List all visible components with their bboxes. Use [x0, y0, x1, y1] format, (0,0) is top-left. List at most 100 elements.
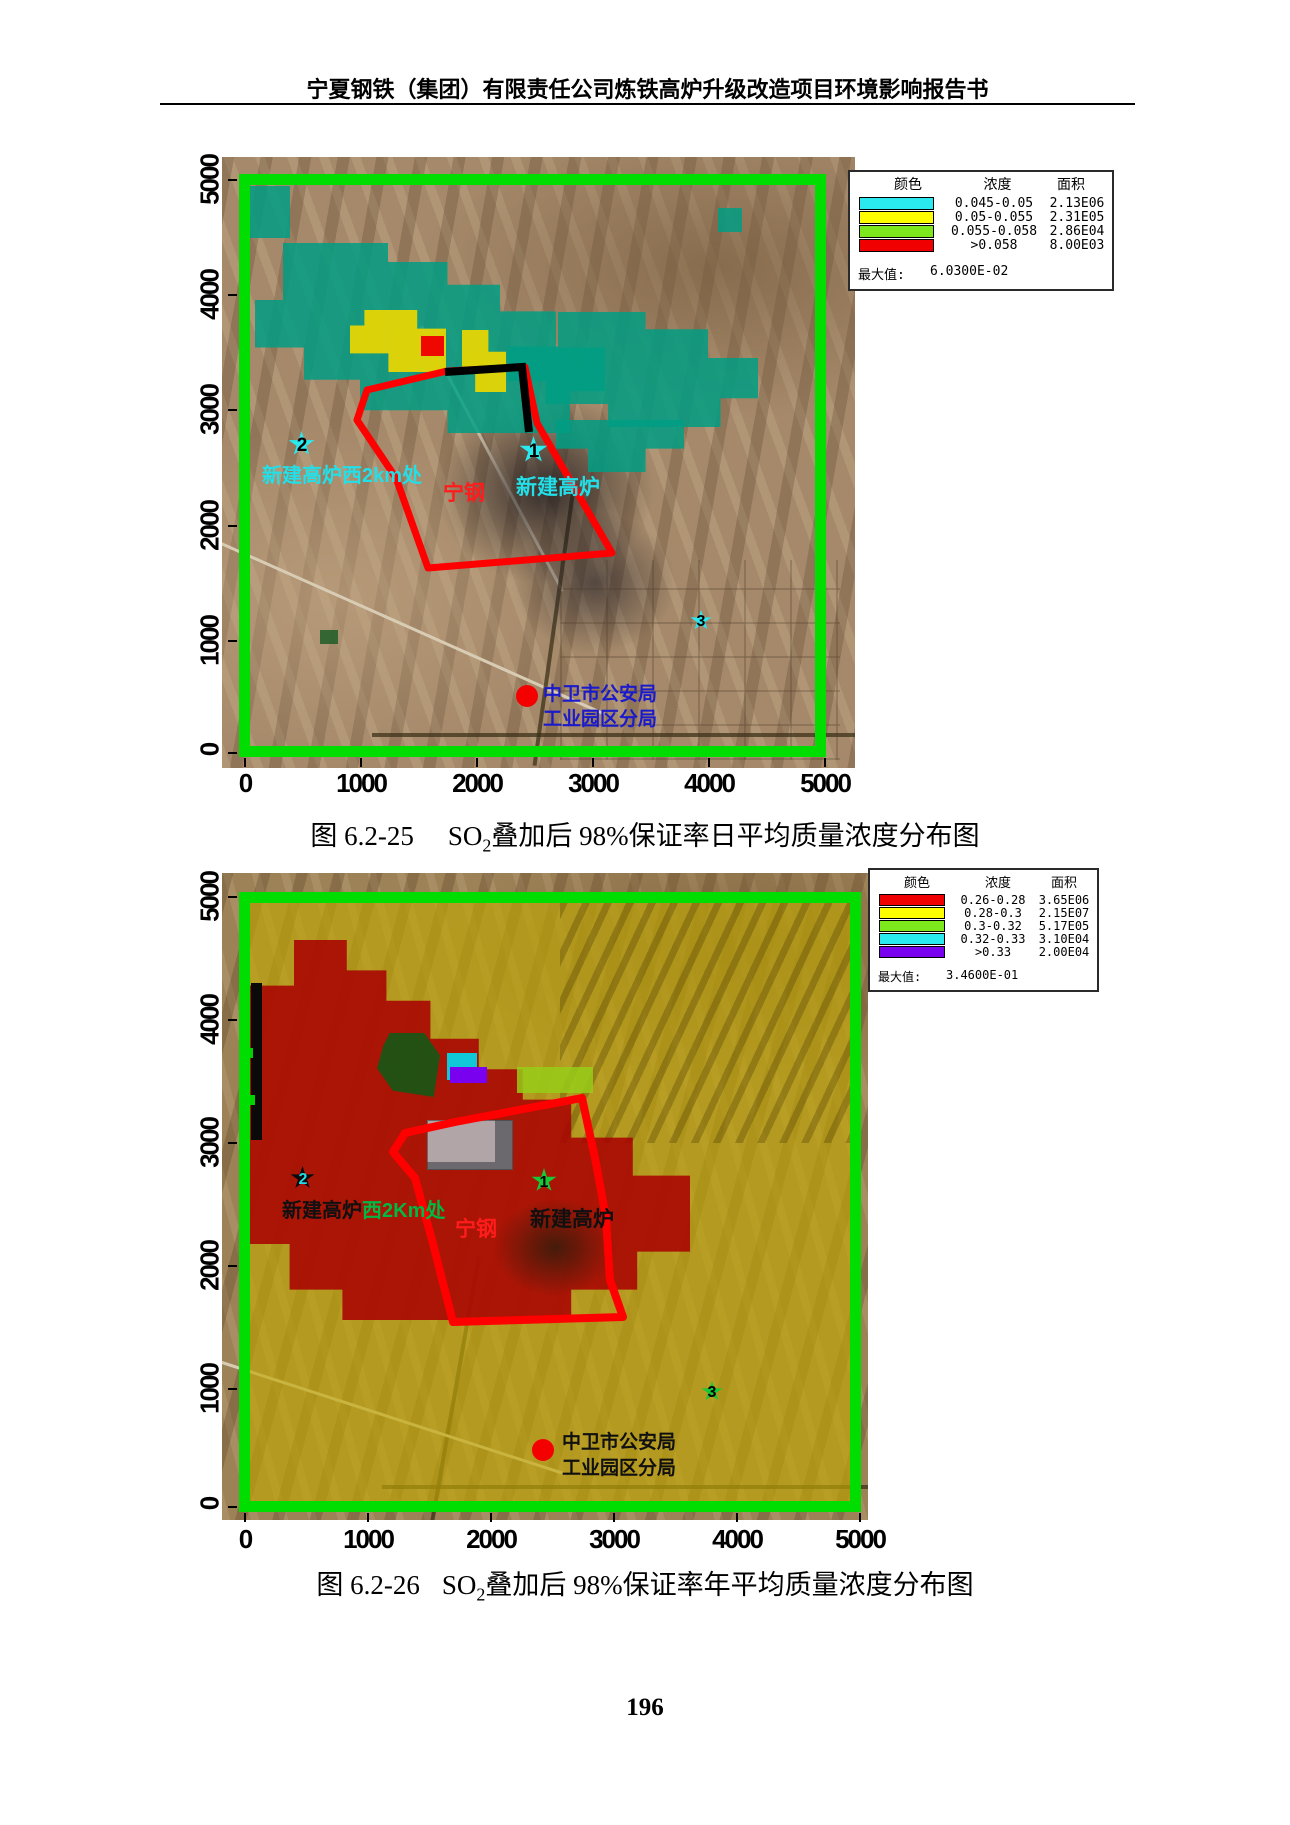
legend-header-area: 面积 [1057, 177, 1085, 193]
fig2-label-west-part2: 西2Km处 [362, 1200, 446, 1222]
fig2-y-tick-label: 1000 [194, 1364, 225, 1414]
fig2-x-tick-label: 3000 [589, 1524, 641, 1554]
fig1-x-tick-label: 4000 [684, 768, 736, 798]
y-tick [228, 1265, 237, 1267]
legend-area-value: 2.86E04 [1049, 224, 1105, 239]
fig1-field-grid-texture [560, 560, 840, 760]
legend-area-value: 8.00E03 [1049, 238, 1105, 253]
x-tick [859, 1513, 861, 1522]
legend-range: 0.32-0.33 [960, 932, 1026, 946]
fig2-green-pixel [245, 1095, 255, 1105]
fig1-y-tick-label: 3000 [194, 385, 225, 435]
x-tick [592, 758, 594, 767]
monitor-star-2-number: 2 [296, 435, 308, 456]
fig1-y-tick-label: 4000 [194, 270, 225, 320]
legend-range: 0.26-0.28 [960, 893, 1026, 907]
header-rule [160, 103, 1135, 105]
monitor-star-2-number: 2 [298, 1171, 308, 1188]
fig2-y-tick-label: 0 [194, 1497, 225, 1511]
fig2-label-west-part1: 新建高炉 [282, 1200, 362, 1222]
legend-max-label: 最大值: [858, 268, 905, 283]
fig1-x-tick-label: 5000 [800, 768, 852, 798]
x-tick [367, 1513, 369, 1522]
fig1-domain-frame [239, 174, 826, 757]
fig2-x-tick-label: 0 [238, 1524, 254, 1554]
fig1-overlay-teal-patch [718, 208, 742, 232]
x-tick [613, 1513, 615, 1522]
y-tick [228, 896, 237, 898]
x-tick [360, 758, 362, 767]
x-tick [244, 1513, 246, 1522]
legend-swatch [879, 933, 945, 945]
legend-swatch [879, 946, 945, 958]
page-number: 196 [626, 1694, 664, 1721]
legend-area-value: 2.13E06 [1049, 196, 1105, 211]
y-tick [228, 752, 237, 754]
fig2-label-west-site: 新建高炉西2Km处 [282, 1194, 445, 1223]
fig2-y-tick-label: 3000 [194, 1118, 225, 1168]
legend-max-label: 最大值: [878, 970, 922, 984]
fig1-label-new-furnace: 新建高炉 [516, 476, 600, 499]
fig2-caption-number: 图 6.2-26 [316, 1570, 420, 1600]
fig1-poi-label-line1: 中卫市公安局 [543, 684, 658, 705]
legend-area-value: 2.31E05 [1049, 210, 1105, 225]
fig1-label-ninggang: 宁钢 [443, 482, 485, 505]
monitor-star-1-number: 1 [528, 441, 540, 462]
legend-header-color: 颜色 [903, 876, 930, 891]
monitor-star-3-number: 3 [707, 1384, 717, 1401]
fig2-x-tick-label: 5000 [835, 1524, 887, 1554]
fig1-x-tick-label: 3000 [568, 768, 620, 798]
fig1-x-tick-label: 0 [238, 768, 254, 798]
fig2-domain-frame [239, 892, 861, 1512]
legend-range: >0.058 [970, 238, 1018, 253]
y-tick [228, 409, 237, 411]
fig2-legend: 颜色 浓度 面积 0.26-0.28 0.28-0.3 0.3-0.32 0.3… [868, 868, 1099, 992]
legend-max-value: 3.4600E-01 [946, 968, 1019, 982]
legend-range: 0.28-0.3 [964, 906, 1022, 920]
fig1-legend: 颜色 浓度 面积 0.045-0.05 0.05-0.055 0.055-0.0… [848, 170, 1114, 291]
x-tick [490, 1513, 492, 1522]
fig2-label-ninggang: 宁钢 [455, 1218, 497, 1241]
fig1-caption-sub: 2 [482, 835, 492, 856]
monitor-star-3-number: 3 [696, 613, 706, 630]
x-tick [736, 1513, 738, 1522]
fig2-caption-so: SO [441, 1570, 477, 1600]
legend-header-area: 面积 [1050, 876, 1077, 891]
fig1-caption-so: SO [447, 821, 483, 851]
fig1-caption-number: 图 6.2-25 [310, 821, 414, 851]
fig1-y-tick-label: 1000 [194, 616, 225, 666]
legend-swatch [879, 920, 945, 932]
y-tick [228, 640, 237, 642]
x-tick [476, 758, 478, 767]
fig2-poi-dot [532, 1439, 554, 1461]
legend-range: 0.055-0.058 [950, 224, 1038, 239]
fig1-overlay-red-patch [421, 336, 444, 356]
fig1-caption-text: 叠加后 98%保证率日平均质量浓度分布图 [491, 821, 980, 851]
fig1-y-tick-label: 0 [194, 743, 225, 757]
fig1-overlay-green-spot [320, 630, 338, 644]
y-tick [228, 1142, 237, 1144]
y-tick [228, 294, 237, 296]
fig1-overlay-teal-patch [248, 186, 290, 238]
fig1-poi-dot [516, 685, 538, 707]
fig2-caption: 图 6.2-26 SO2叠加后 98%保证率年平均质量浓度分布图 [0, 1563, 1290, 1605]
y-tick [228, 1388, 237, 1390]
fig2-x-tick-label: 4000 [712, 1524, 764, 1554]
fig2-caption-sub: 2 [476, 1584, 486, 1605]
report-header-title: 宁夏钢铁（集团）有限责任公司炼铁高炉升级改造项目环境影响报告书 [306, 77, 989, 102]
legend-area-value: 3.65E06 [1038, 893, 1090, 907]
y-tick [228, 1506, 237, 1508]
fig2-x-tick-label: 2000 [466, 1524, 518, 1554]
fig1-poi-label-line2: 工业园区分局 [543, 709, 658, 730]
legend-header-color: 颜色 [894, 177, 922, 193]
fig2-label-new-furnace: 新建高炉 [530, 1208, 614, 1231]
fig1-y-tick-label: 2000 [194, 501, 225, 551]
legend-header-concentration: 浓度 [984, 876, 1011, 891]
legend-max-value: 6.0300E-02 [930, 264, 1009, 279]
monitor-star-1-number: 1 [539, 1174, 549, 1191]
legend-swatch [879, 894, 945, 906]
legend-area-value: 2.15E07 [1038, 906, 1090, 920]
legend-range: 0.05-0.055 [954, 210, 1034, 225]
x-tick [708, 758, 710, 767]
